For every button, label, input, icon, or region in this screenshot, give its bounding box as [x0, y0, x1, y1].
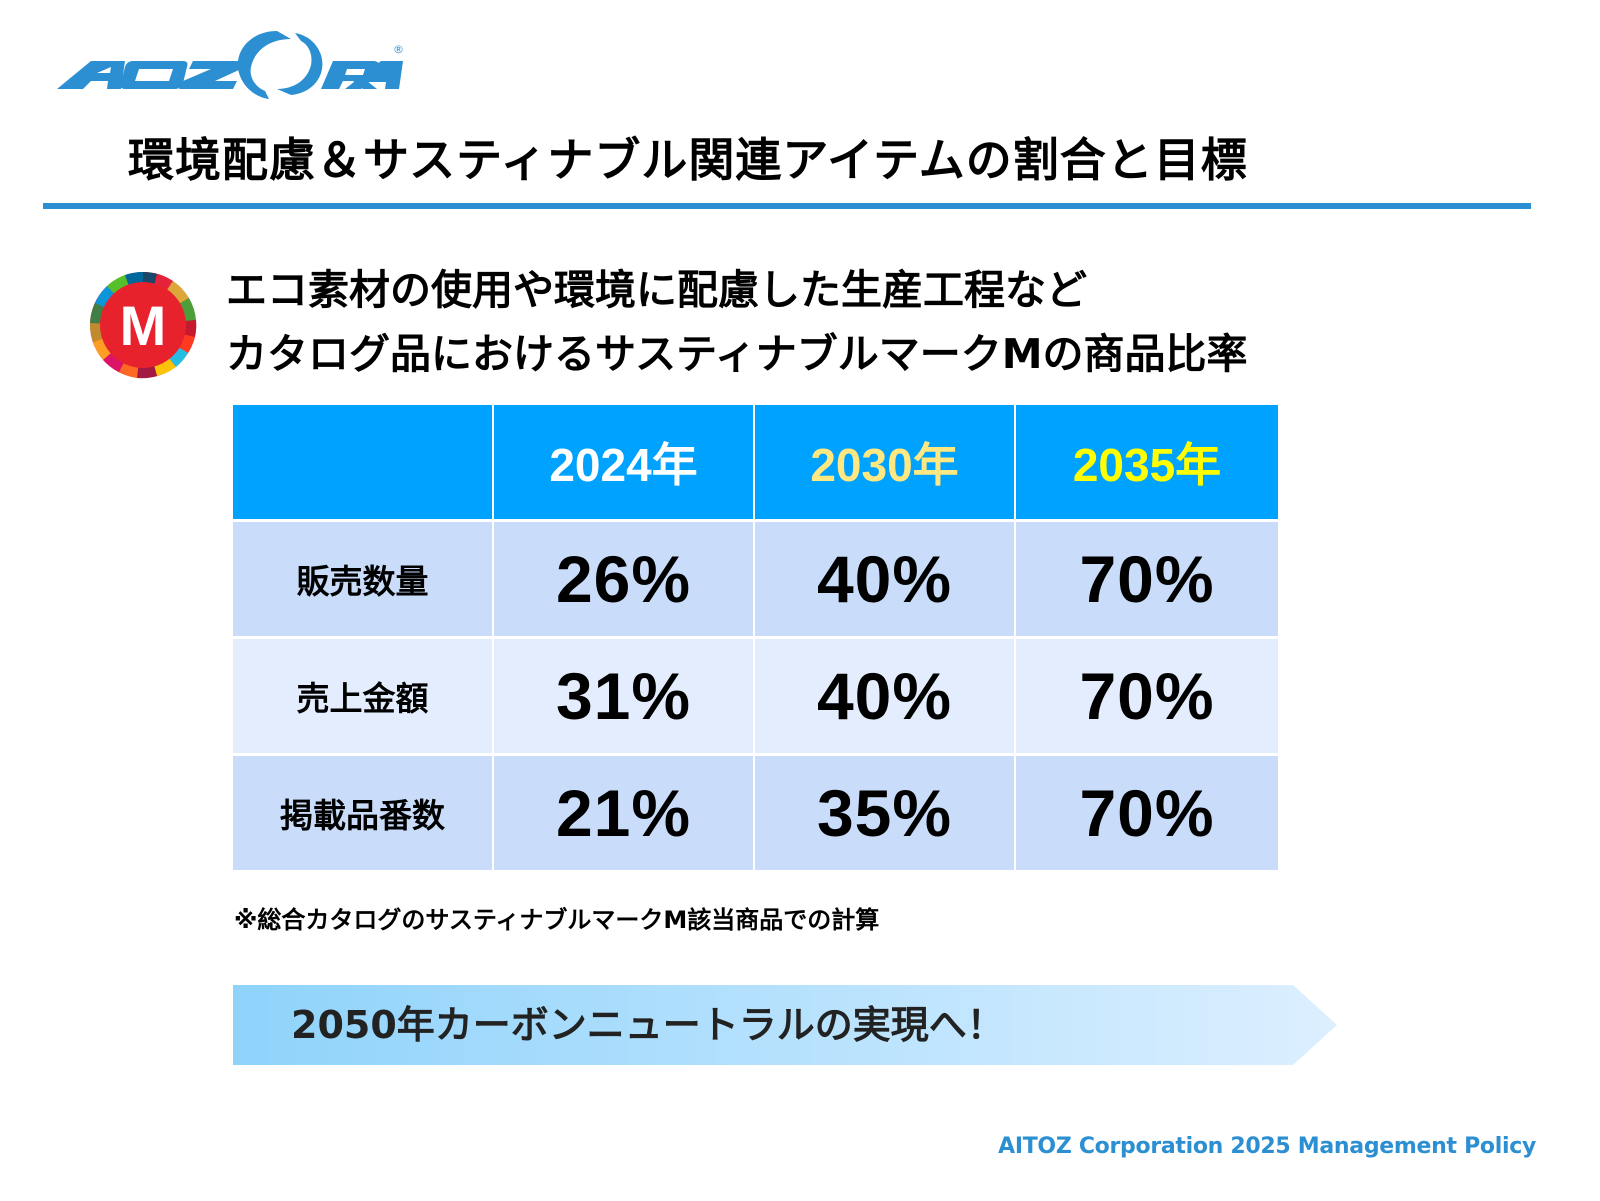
table-header-2035: 2035年: [1016, 405, 1278, 522]
title-divider: [43, 203, 1531, 209]
banner-text: 2050年カーボンニュートラルの実現へ！: [291, 1003, 1005, 1047]
sales-volume-2024: 26%: [494, 522, 755, 639]
sales-amount-2030: 40%: [755, 639, 1016, 756]
registered-mark: ®: [393, 43, 404, 56]
arrow-shape-icon: [233, 985, 1337, 1065]
sales-amount-2024: 31%: [494, 639, 755, 756]
footer-company-policy: AITOZ Corporation 2025 Management Policy: [998, 1134, 1536, 1159]
sustainable-mark-m-icon: M: [89, 271, 197, 379]
sales-volume-2035: 70%: [1016, 522, 1278, 639]
sustainable-mark-badge: M: [88, 270, 198, 380]
page-title: 環境配慮＆サスティナブル関連アイテムの割合と目標: [128, 133, 1248, 187]
listed-items-2024: 21%: [494, 756, 755, 873]
subtitle-line-1: エコ素材の使用や環境に配慮した生産工程など: [226, 266, 1087, 314]
sales-amount-2035: 70%: [1016, 639, 1278, 756]
section-subtitle: エコ素材の使用や環境に配慮した生産工程など カタログ品におけるサスティナブルマー…: [226, 258, 1248, 386]
subtitle-line-2: カタログ品におけるサスティナブルマークMの商品比率: [226, 330, 1248, 378]
listed-items-2030: 35%: [755, 756, 1016, 873]
row-label-sales-amount: 売上金額: [233, 639, 494, 756]
table-footnote: ※総合カタログのサスティナブルマークM該当商品での計算: [234, 906, 880, 934]
sustainable-ratio-table: 2024年 2030年 2035年 販売数量 26% 40% 70% 売上金額 …: [233, 405, 1278, 873]
svg-text:M: M: [120, 294, 167, 357]
aozora-logo: ®: [55, 25, 405, 105]
row-label-listed-items: 掲載品番数: [233, 756, 494, 873]
table-header-2024: 2024年: [494, 405, 755, 522]
table-header-2030: 2030年: [755, 405, 1016, 522]
carbon-neutral-banner: 2050年カーボンニュートラルの実現へ！: [233, 985, 1337, 1065]
table-header-corner: [233, 405, 494, 522]
aozora-logo-icon: ®: [57, 31, 404, 99]
listed-items-2035: 70%: [1016, 756, 1278, 873]
sales-volume-2030: 40%: [755, 522, 1016, 639]
row-label-sales-volume: 販売数量: [233, 522, 494, 639]
